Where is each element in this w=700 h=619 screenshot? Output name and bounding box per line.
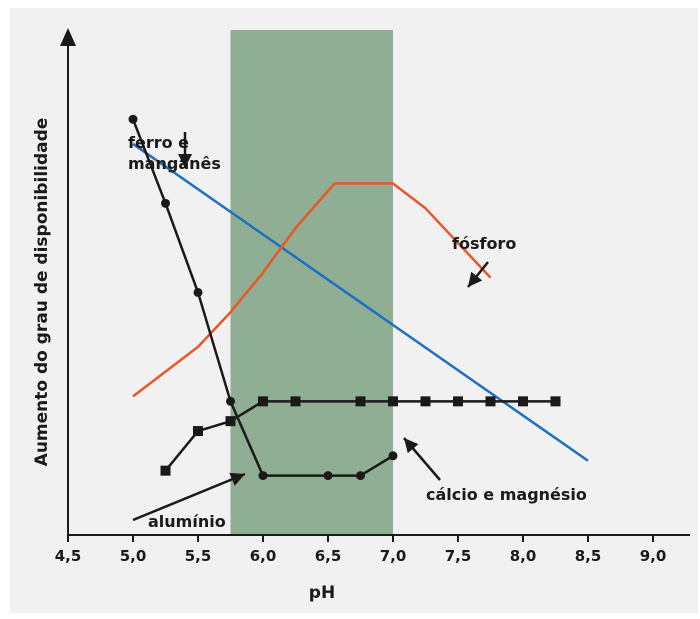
x-tick-label: 5,5: [185, 547, 212, 565]
calcio-point: [258, 396, 268, 407]
aluminio-point: [226, 396, 235, 406]
calcio-point: [388, 396, 398, 407]
calcio-annotation: cálcio e magnésio: [426, 485, 587, 504]
optimal-ph-band: [230, 30, 393, 535]
fosforo-line: [132, 182, 492, 398]
calcio-arrow-head: [404, 438, 419, 454]
calcio-point: [550, 396, 561, 407]
calcio-point: [453, 396, 463, 407]
calcio-line: [164, 400, 556, 472]
ferro-annotation: manganês: [128, 154, 221, 173]
y-axis-arrowhead: [60, 28, 76, 46]
calcio-point: [225, 416, 236, 427]
annotation-layer: ferro e manganês fósforo alumínio cálcio e m…: [128, 132, 587, 531]
aluminio-point: [128, 114, 138, 124]
y-axis-title: Aumento do grau de disponibilidade: [32, 118, 52, 467]
x-tick-label: 4,5: [55, 547, 82, 565]
calcio-point: [518, 396, 528, 407]
aluminio-point: [258, 471, 268, 481]
aluminio-point: [356, 471, 365, 481]
calcio-point: [290, 396, 301, 407]
aluminio-arrow-shaft: [132, 472, 246, 522]
ferro-line: [132, 142, 589, 462]
calcio-point: [355, 396, 366, 407]
series-layer: [128, 114, 589, 481]
axes-layer: 4,5 5,0 5,5 6,0 6,5 7,0 7,5 8,0 8,5 9,0: [55, 28, 690, 565]
x-tick-label: 8,5: [575, 547, 602, 565]
fosforo-annotation: fósforo: [452, 234, 516, 253]
x-tick-label: 6,0: [250, 547, 277, 565]
x-tick-label: 6,5: [315, 547, 342, 565]
aluminio-point: [388, 451, 398, 461]
aluminio-point: [161, 198, 170, 208]
x-tick-label: 5,0: [120, 547, 147, 565]
aluminio-annotation: alumínio: [148, 512, 226, 531]
x-tick-label: 9,0: [640, 547, 667, 565]
calcio-point: [193, 426, 203, 437]
calcio-point: [420, 396, 431, 407]
ferro-arrow-head: [178, 154, 192, 168]
aluminio-arrow-head: [229, 472, 245, 486]
calcio-point: [485, 396, 496, 407]
x-tick-label: 7,5: [445, 547, 472, 565]
fosforo-arrow-head: [468, 271, 483, 287]
aluminio-point: [323, 471, 333, 481]
x-tick-label: 7,0: [380, 547, 407, 565]
x-axis-title: pH: [309, 583, 335, 603]
aluminio-point: [193, 287, 203, 297]
x-tick-label: 8,0: [510, 547, 537, 565]
ferro-annotation: ferro e: [128, 133, 189, 152]
calcio-point: [160, 465, 171, 476]
aluminio-line: [131, 118, 394, 477]
